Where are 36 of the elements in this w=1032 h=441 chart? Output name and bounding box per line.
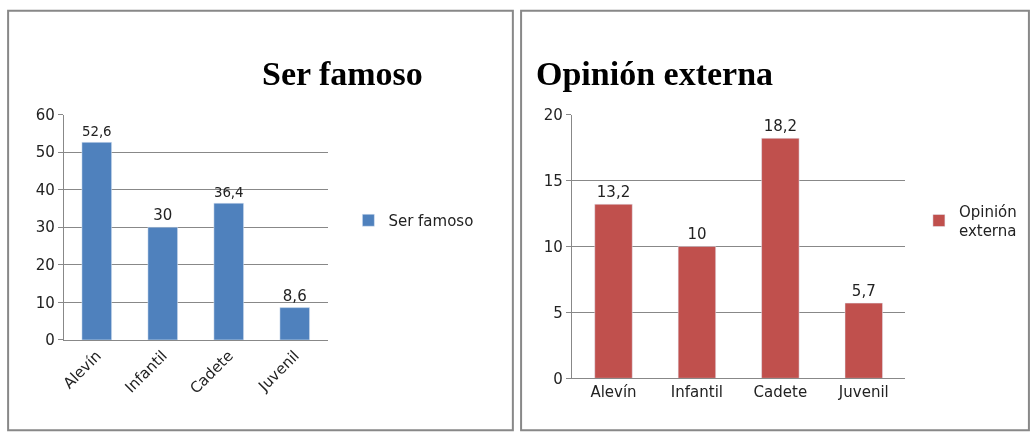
data-label: 10: [687, 225, 707, 244]
y-tick-label: 5: [553, 303, 563, 322]
y-tick-label: 20: [35, 256, 55, 275]
y-tick-label: 60: [35, 105, 55, 124]
y-tick-label: 40: [35, 180, 55, 199]
chart-title: Opinión externa: [536, 55, 774, 92]
legend-label: Ser famoso: [388, 212, 474, 231]
bar: [81, 142, 112, 340]
y-tick-label: 10: [35, 293, 55, 312]
bar: [761, 138, 800, 379]
bar: [279, 307, 310, 340]
data-label: 36,4: [213, 184, 244, 200]
bar: [844, 302, 883, 379]
data-label: 30: [153, 206, 173, 225]
bar: [677, 246, 716, 379]
data-label: 13,2: [596, 183, 631, 202]
y-tick-label: 20: [543, 105, 563, 124]
x-tick-label: Alevín: [590, 383, 637, 402]
x-tick-label: Infantil: [670, 383, 723, 402]
data-label: 8,6: [282, 286, 307, 305]
y-tick-label: 15: [543, 171, 563, 190]
x-tick-label: Juvenil: [837, 383, 889, 402]
data-label: 52,6: [81, 123, 112, 139]
chart-title: Ser famoso: [262, 55, 423, 92]
legend-label: Opinión externa: [958, 202, 1017, 241]
x-tick-label: Cadete: [753, 383, 808, 402]
y-tick-label: 50: [35, 143, 55, 162]
y-tick-label: 10: [543, 237, 563, 256]
y-tick-label: 0: [45, 331, 55, 350]
y-tick-label: 30: [35, 218, 55, 237]
bar: [147, 226, 178, 340]
y-tick-label: 0: [553, 369, 563, 388]
bar: [594, 203, 633, 379]
data-label: 18,2: [763, 117, 798, 136]
bar: [213, 202, 244, 340]
data-label: 5,7: [851, 282, 876, 301]
